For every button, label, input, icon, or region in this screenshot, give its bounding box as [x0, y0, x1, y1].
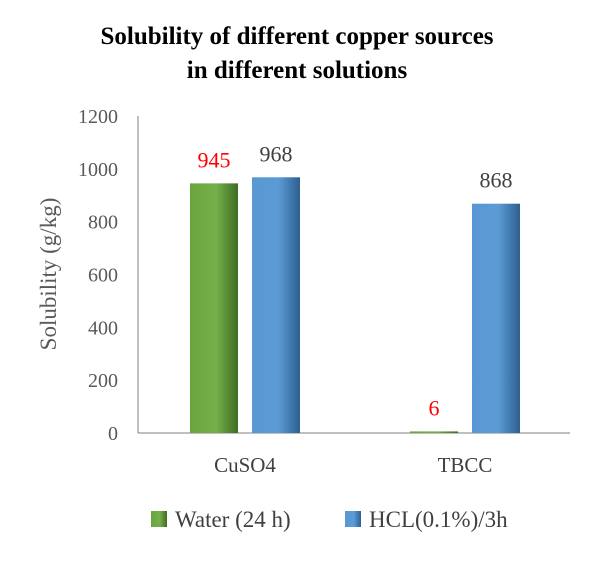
x-category-label: TBCC: [438, 453, 493, 477]
y-tick-label: 1200: [78, 106, 118, 128]
bar-hcl-cuso4: [252, 177, 300, 433]
x-category-label: CuSO4: [214, 453, 276, 477]
y-tick-label: 600: [88, 265, 118, 287]
y-tick-label: 800: [88, 212, 118, 234]
y-axis-ticks: 0 200 400 600 800 1000 1200: [78, 106, 118, 445]
data-label-hcl-cuso4: 968: [260, 141, 293, 166]
data-label-hcl-tbcc: 868: [480, 168, 513, 193]
legend-label-water: Water (24 h): [175, 507, 291, 532]
y-tick-label: 200: [88, 370, 118, 392]
legend-label-hcl: HCL(0.1%)/3h: [369, 507, 508, 532]
chart-title-line-1: Solubility of different copper sources: [100, 23, 493, 50]
bar-hcl-tbcc: [472, 203, 520, 433]
y-tick-label: 0: [108, 423, 118, 445]
y-axis-label: Solubility (g/kg): [36, 198, 61, 351]
legend-swatch-water: [151, 511, 167, 527]
y-tick-label: 1000: [78, 159, 118, 181]
bar-water-cuso4: [190, 183, 238, 433]
chart-title-line-2: in different solutions: [187, 57, 408, 84]
data-labels: 945 968 6 868: [198, 141, 513, 420]
bar-water-tbcc: [410, 431, 458, 433]
data-label-water-tbcc: 6: [429, 395, 440, 420]
x-axis-categories: CuSO4 TBCC: [214, 453, 492, 477]
bars: [190, 177, 520, 433]
y-tick-label: 400: [88, 317, 118, 339]
legend-swatch-hcl: [345, 511, 361, 527]
legend: Water (24 h) HCL(0.1%)/3h: [151, 507, 508, 532]
data-label-water-cuso4: 945: [198, 147, 231, 172]
